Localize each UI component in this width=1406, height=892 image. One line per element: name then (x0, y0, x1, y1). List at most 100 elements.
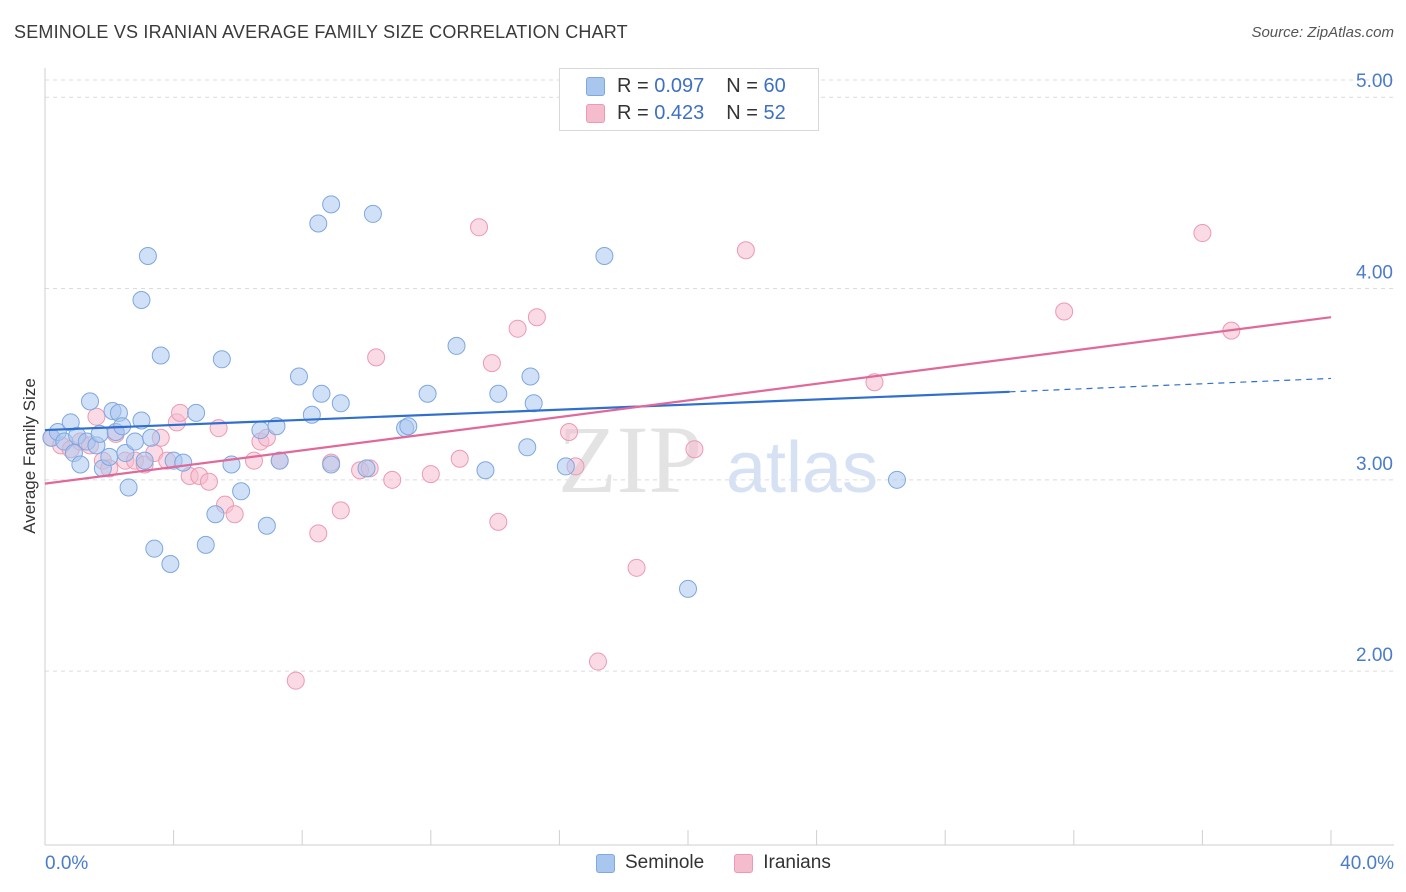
seminole-point (524, 394, 543, 413)
legend-n-label: N = (726, 101, 758, 124)
seminole-point (489, 384, 508, 403)
seminole-point (322, 195, 341, 214)
y-tick-label: 5.00 (1356, 71, 1393, 92)
iranians-point (331, 501, 350, 520)
seminole-point (257, 516, 276, 535)
iranians-point (685, 440, 704, 459)
seminole-point (679, 579, 697, 598)
seminole-point (196, 535, 215, 554)
seminole-point (71, 455, 90, 474)
watermark-atlas: atlas (726, 428, 878, 508)
axes (44, 68, 1394, 846)
iranians-point (865, 373, 884, 392)
iranians-point (199, 472, 218, 491)
series-legend: Seminole Iranians (596, 852, 831, 874)
iranians-point (87, 407, 106, 426)
iranians-point (627, 558, 646, 577)
seminole-point (357, 459, 376, 478)
trend-lines (44, 316, 1332, 485)
seminole-point (363, 204, 382, 223)
iranians-point (1193, 224, 1212, 243)
grid-lines (45, 79, 1394, 672)
iranians-trend-line (44, 316, 1332, 485)
watermark-zip: ZIP (558, 406, 702, 513)
seminole-point (447, 336, 466, 355)
x-tick-label-min: 0.0% (45, 853, 88, 874)
chart-title: SEMINOLE VS IRANIAN AVERAGE FAMILY SIZE … (14, 22, 628, 42)
source-credit: Source: ZipAtlas.com (1251, 24, 1394, 41)
iranians-point (309, 524, 328, 543)
seminole-point (81, 392, 100, 411)
iranians-point (1055, 302, 1074, 321)
iranians-point (421, 465, 440, 484)
seminole-point (132, 411, 151, 430)
seminole-point (322, 455, 341, 474)
y-tick-label: 3.00 (1356, 454, 1393, 475)
iranians-point (508, 319, 527, 338)
seminole-point (206, 505, 225, 524)
watermark: ZIP atlas (558, 406, 878, 513)
seminole-point (595, 246, 614, 265)
iranians-n-value: 52 (763, 101, 786, 124)
seminole-point (151, 346, 170, 365)
iranians-point (489, 512, 508, 531)
legend-n-label: N = (726, 74, 758, 97)
seminole-point (418, 384, 437, 403)
legend-row-iranians: R = 0.423 N = 52 (586, 101, 786, 125)
iranians-point (171, 403, 190, 422)
y-axis-label: Average Family Size (20, 378, 39, 534)
seminole-point (309, 214, 328, 233)
seminole-trend-extension (1009, 377, 1332, 393)
seminole-point (331, 394, 350, 413)
seminole-point (312, 384, 331, 403)
iranians-point (450, 449, 469, 468)
stats-legend: R = 0.097 N = 60 R = 0.423 N = 52 (559, 68, 819, 131)
iranians-legend-swatch (734, 853, 754, 873)
seminole-point (174, 453, 193, 472)
iranians-point (383, 470, 402, 489)
iranians-point (527, 308, 546, 327)
iranians-legend-label: Iranians (763, 852, 831, 873)
iranians-point (588, 652, 607, 671)
seminole-point (289, 367, 308, 386)
seminole-point (116, 444, 135, 463)
seminole-point (212, 350, 231, 369)
legend-r-label: R = (617, 101, 649, 124)
seminole-point (135, 451, 154, 470)
seminole-legend-swatch (596, 853, 615, 873)
y-tick-label: 4.00 (1356, 263, 1393, 284)
seminole-point (119, 478, 138, 497)
seminole-legend-label: Seminole (625, 852, 705, 873)
seminole-n-value: 60 (763, 74, 786, 97)
iranians-point (367, 348, 386, 367)
iranians-point (482, 354, 501, 373)
iranians-point (470, 218, 489, 237)
seminole-point (126, 432, 145, 451)
iranians-swatch (586, 103, 605, 123)
iranians-point (736, 241, 755, 260)
seminole-r-value: 0.097 (654, 74, 705, 97)
seminole-point (399, 417, 418, 436)
iranians-point (225, 505, 244, 524)
seminole-point (142, 428, 161, 447)
x-tick-label-max: 40.0% (1340, 853, 1394, 874)
seminole-point (232, 482, 251, 501)
seminole-point (187, 403, 206, 422)
seminole-point (145, 539, 164, 558)
seminole-point (100, 447, 119, 466)
seminole-point (138, 246, 157, 265)
seminole-point (476, 461, 495, 480)
seminole-swatch (586, 76, 605, 96)
seminole-point (161, 554, 180, 573)
legend-r-label: R = (617, 74, 649, 97)
iranians-r-value: 0.423 (654, 101, 705, 124)
iranians-point (560, 422, 579, 441)
y-tick-label: 2.00 (1356, 645, 1393, 666)
iranians-point (286, 671, 305, 690)
seminole-point (518, 438, 537, 457)
seminole-point (132, 290, 151, 309)
legend-row-seminole: R = 0.097 N = 60 (586, 74, 786, 98)
seminole-point (521, 367, 540, 386)
data-points (42, 195, 1241, 690)
